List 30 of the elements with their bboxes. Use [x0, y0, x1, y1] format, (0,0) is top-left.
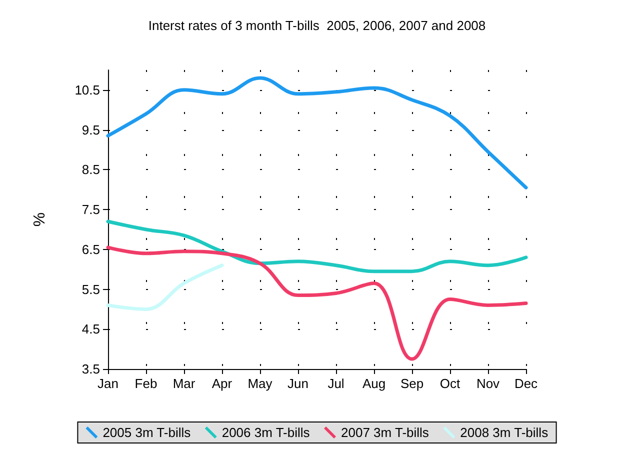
x-tick-label: Aug: [362, 376, 386, 391]
line-series: [106, 264, 224, 311]
y-axis-title: %: [32, 212, 48, 227]
legend-label: 2005 3m T-bills: [102, 425, 192, 440]
y-tick-label: 7.5: [82, 202, 100, 218]
x-tick-label: Sep: [400, 376, 424, 391]
x-tick-label: Dec: [514, 376, 538, 391]
x-tick-label: Jul: [328, 376, 344, 391]
legend-label: 2008 3m T-bills: [460, 425, 549, 440]
y-tick-label: 9.5: [82, 122, 100, 138]
y-tick-label: 6.5: [82, 242, 100, 257]
y-tick-label: 5.5: [82, 282, 100, 297]
x-tick-label: Oct: [440, 376, 460, 391]
y-tick-label: 3.5: [82, 362, 100, 376]
line-series: [106, 220, 528, 274]
x-tick-label: Apr: [212, 376, 233, 391]
legend-label: 2006 3m T-bills: [222, 425, 310, 440]
x-tick-label: May: [248, 376, 273, 391]
y-tick-label: 10.5: [74, 82, 100, 98]
x-tick-label: Nov: [476, 376, 500, 391]
x-tick-label: Feb: [134, 376, 158, 391]
line-series: [106, 76, 528, 190]
y-tick-label: 8.5: [82, 162, 100, 178]
y-tick-label: 4.5: [82, 322, 100, 337]
x-tick-label: Jun: [288, 376, 308, 391]
legend-label: 2007 3m T-bills: [341, 425, 430, 440]
chart-title: Interst rates of 3 month T-bills 2005, 2006, 2007 and 2008: [148, 18, 486, 33]
x-tick-label: Mar: [172, 376, 196, 391]
x-tick-label: Jan: [98, 376, 118, 391]
line-series: [106, 246, 528, 361]
